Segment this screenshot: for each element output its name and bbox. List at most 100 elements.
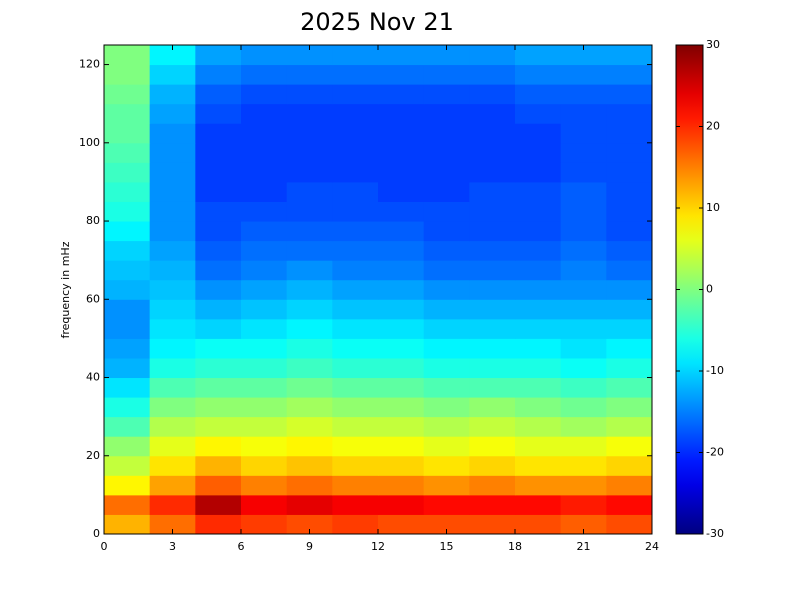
heat-cell bbox=[378, 377, 425, 398]
y-tick-label: 100 bbox=[79, 136, 100, 149]
heat-cell bbox=[195, 514, 242, 535]
heat-cell bbox=[469, 377, 516, 398]
heat-cell bbox=[104, 416, 151, 437]
colorbar-tick-label: -10 bbox=[706, 364, 724, 377]
heat-cell bbox=[104, 45, 151, 66]
heat-cell bbox=[423, 397, 470, 418]
heat-cell bbox=[241, 475, 288, 496]
heat-cell bbox=[149, 475, 196, 496]
heat-cell bbox=[469, 475, 516, 496]
heat-cell bbox=[606, 475, 653, 496]
heat-cell bbox=[195, 397, 242, 418]
heat-cell bbox=[332, 318, 379, 339]
heat-cell bbox=[332, 221, 379, 242]
heat-cell bbox=[560, 357, 607, 379]
heat-cell bbox=[469, 436, 516, 457]
x-tick-label: 24 bbox=[645, 540, 659, 553]
heat-cell bbox=[149, 221, 196, 242]
heat-cell bbox=[286, 514, 333, 535]
heat-cell bbox=[149, 494, 196, 515]
heat-cell bbox=[286, 455, 333, 476]
heat-cell bbox=[195, 299, 242, 320]
heat-cell bbox=[606, 514, 653, 535]
heat-cell bbox=[469, 338, 516, 359]
heat-cell bbox=[195, 240, 242, 261]
chart-title: 2025 Nov 21 bbox=[300, 8, 454, 36]
heat-cell bbox=[378, 123, 425, 144]
heat-cell bbox=[606, 221, 653, 242]
heat-cell bbox=[195, 455, 242, 476]
heat-cell bbox=[560, 397, 607, 418]
heat-cell bbox=[469, 221, 516, 242]
heat-cell bbox=[423, 103, 470, 124]
heat-cell bbox=[241, 240, 288, 261]
y-tick-label: 120 bbox=[79, 58, 100, 71]
heat-cell bbox=[606, 377, 653, 398]
heat-cell bbox=[606, 260, 653, 281]
heat-cell bbox=[332, 494, 379, 515]
heat-cell bbox=[286, 377, 333, 398]
heat-cell bbox=[606, 436, 653, 457]
heat-cell bbox=[606, 45, 653, 66]
heat-cell bbox=[378, 84, 425, 105]
heat-cell bbox=[286, 240, 333, 261]
heat-cell bbox=[241, 221, 288, 242]
heat-cell bbox=[378, 494, 425, 515]
heat-cell bbox=[149, 338, 196, 359]
heat-cell bbox=[560, 299, 607, 320]
heat-cell bbox=[515, 181, 562, 202]
heat-cell bbox=[286, 318, 333, 339]
heat-cell bbox=[515, 201, 562, 222]
heat-cell bbox=[149, 416, 196, 437]
heat-cell bbox=[469, 103, 516, 124]
heat-cell bbox=[332, 514, 379, 535]
heat-cell bbox=[423, 142, 470, 163]
heat-cell bbox=[195, 181, 242, 202]
heat-cell bbox=[515, 299, 562, 320]
y-tick-label: 80 bbox=[86, 214, 100, 227]
heat-cell bbox=[286, 397, 333, 418]
heat-cell bbox=[149, 84, 196, 105]
heat-cell bbox=[195, 123, 242, 144]
heat-cell bbox=[241, 436, 288, 457]
heat-cell bbox=[469, 240, 516, 261]
heat-cell bbox=[241, 455, 288, 476]
heat-cell bbox=[104, 279, 151, 300]
heat-cell bbox=[378, 514, 425, 535]
heat-cell bbox=[378, 357, 425, 379]
heat-cell bbox=[332, 142, 379, 163]
heat-cell bbox=[378, 45, 425, 66]
heat-cell bbox=[560, 377, 607, 398]
heat-cell bbox=[241, 357, 288, 379]
heat-cell bbox=[423, 201, 470, 222]
x-tick-label: 15 bbox=[440, 540, 454, 553]
heat-cell bbox=[332, 377, 379, 398]
y-tick-label: 20 bbox=[86, 449, 100, 462]
heat-cell bbox=[469, 84, 516, 105]
heat-cell bbox=[149, 514, 196, 535]
colorbar-tick-label: 20 bbox=[706, 120, 720, 133]
heat-cell bbox=[332, 64, 379, 85]
heat-cell bbox=[241, 377, 288, 398]
heat-cell bbox=[560, 45, 607, 66]
heat-cell bbox=[195, 377, 242, 398]
heat-cell bbox=[469, 64, 516, 85]
heat-cell bbox=[149, 397, 196, 418]
heat-cell bbox=[286, 221, 333, 242]
heat-cell bbox=[332, 162, 379, 183]
heat-cell bbox=[378, 416, 425, 437]
heat-cell bbox=[560, 318, 607, 339]
heat-cell bbox=[560, 221, 607, 242]
heat-cell bbox=[606, 455, 653, 476]
heat-cell bbox=[378, 299, 425, 320]
heat-cell bbox=[606, 397, 653, 418]
heat-cell bbox=[241, 201, 288, 222]
heat-cell bbox=[104, 260, 151, 281]
heat-cell bbox=[241, 397, 288, 418]
heat-cell bbox=[195, 162, 242, 183]
heat-cell bbox=[423, 260, 470, 281]
heat-cell bbox=[241, 279, 288, 300]
heat-cell bbox=[104, 240, 151, 261]
heat-cell bbox=[606, 84, 653, 105]
heat-cell bbox=[606, 142, 653, 163]
